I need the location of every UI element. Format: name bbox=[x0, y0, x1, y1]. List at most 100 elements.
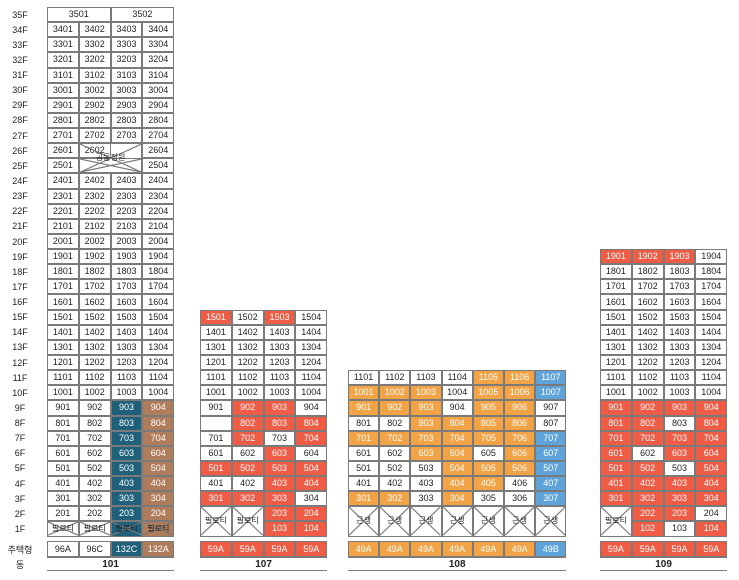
unit-cell: 1301 bbox=[600, 339, 632, 355]
unit-cell: 804 bbox=[295, 415, 328, 431]
unit-cell: 203 bbox=[110, 506, 143, 522]
housing-type-cell: 49A bbox=[441, 541, 473, 557]
unit-cell: 3302 bbox=[78, 37, 111, 53]
unit-cell: 901 bbox=[200, 400, 232, 416]
housing-type-cell: 59A bbox=[695, 541, 728, 557]
floor-label: 1F bbox=[14, 523, 26, 534]
unit-cell: 1201 bbox=[200, 354, 232, 371]
unit-cell: 2902 bbox=[78, 97, 111, 113]
unit-cell: 1105 bbox=[472, 370, 504, 386]
unit-cell: 803 bbox=[663, 415, 696, 431]
unit-cell: 907 bbox=[535, 400, 567, 416]
unit-cell: 1701 bbox=[600, 279, 632, 295]
floor-label: 17F bbox=[12, 281, 28, 292]
unit-cell: 1004 bbox=[142, 385, 175, 401]
unit-cell: 1203 bbox=[263, 354, 296, 371]
cell-label: 필로티 bbox=[115, 523, 138, 533]
unit-cell: 603 bbox=[663, 445, 696, 461]
unit-cell: 906 bbox=[504, 400, 536, 416]
unit-cell: 1901 bbox=[600, 249, 632, 265]
unit-cell: 1604 bbox=[695, 294, 728, 310]
building-number: 107 bbox=[200, 557, 328, 571]
unit-cell: 803 bbox=[110, 415, 143, 431]
floor-label: 18F bbox=[12, 266, 28, 277]
unit-cell: 1803 bbox=[110, 264, 143, 280]
unit-cell: 1902 bbox=[631, 249, 664, 265]
floor-label: 19F bbox=[12, 251, 28, 262]
unit-cell: 1502 bbox=[631, 309, 664, 325]
unit-cell: 301 bbox=[600, 491, 632, 507]
floor-label: 32F bbox=[12, 54, 28, 65]
unit-cell: 1303 bbox=[263, 339, 296, 355]
unit-cell: 1602 bbox=[78, 294, 111, 310]
unit-cell: 2801 bbox=[47, 112, 79, 129]
unit-cell: 502 bbox=[231, 460, 264, 477]
unit-cell: 403 bbox=[263, 476, 296, 492]
floor-label: 14F bbox=[12, 327, 28, 338]
unit-cell: 1402 bbox=[231, 324, 264, 340]
unit-cell: 1202 bbox=[231, 354, 264, 371]
unit-cell: 202 bbox=[78, 506, 111, 522]
unit-cell: 603 bbox=[110, 445, 143, 461]
unit-cell: 502 bbox=[379, 460, 411, 477]
unit-cell: 903 bbox=[263, 400, 296, 416]
unit-cell: 1902 bbox=[78, 249, 111, 265]
pilotis-cell: 필로티 bbox=[110, 521, 143, 537]
unit-cell: 704 bbox=[695, 430, 728, 446]
unit-cell: 1703 bbox=[663, 279, 696, 295]
unit-cell: 3002 bbox=[78, 82, 111, 98]
unit-cell: 405 bbox=[472, 476, 504, 492]
unit-cell: 2404 bbox=[142, 173, 175, 189]
unit-cell: 902 bbox=[78, 400, 111, 416]
unit-cell: 1302 bbox=[231, 339, 264, 355]
unit-cell: 802 bbox=[78, 415, 111, 431]
floor-label: 35F bbox=[12, 9, 28, 20]
unit-cell: 2702 bbox=[78, 128, 111, 144]
unit-cell: 303 bbox=[663, 491, 696, 507]
cell-label: 필로티 bbox=[147, 523, 170, 533]
floor-label: 33F bbox=[12, 39, 28, 50]
unit-cell: 1006 bbox=[504, 385, 536, 401]
unit-cell: 102 bbox=[631, 521, 664, 537]
cell-label: 필로티 bbox=[51, 523, 74, 533]
floor-label: 4F bbox=[14, 478, 26, 489]
unit-cell: 2402 bbox=[78, 173, 111, 189]
unit-cell: 1901 bbox=[47, 249, 79, 265]
unit-cell: 1502 bbox=[231, 309, 264, 325]
unit-cell: 606 bbox=[504, 445, 536, 461]
unit-cell: 202 bbox=[631, 506, 664, 522]
unit-cell: 3201 bbox=[47, 52, 79, 68]
unit-cell: 1504 bbox=[695, 309, 728, 325]
unit-cell: 803 bbox=[410, 415, 442, 431]
unit-cell: 2303 bbox=[110, 188, 143, 204]
cell-label: 필로티 bbox=[236, 516, 259, 526]
floor-label: 31F bbox=[12, 70, 28, 81]
floor-label: 27F bbox=[12, 130, 28, 141]
unit-cell: 804 bbox=[142, 415, 175, 431]
unit-cell: 3304 bbox=[142, 37, 175, 53]
pilotis-cell: 필로티 bbox=[142, 521, 175, 537]
unit-cell: 1203 bbox=[663, 354, 696, 371]
unit-cell: 1802 bbox=[78, 264, 111, 280]
housing-type-cell: 96C bbox=[78, 541, 111, 557]
unit-cell: 801 bbox=[348, 415, 380, 431]
cell-label: 필로티 bbox=[83, 523, 106, 533]
unit-cell: 501 bbox=[600, 460, 632, 477]
cell-label: 필로티 bbox=[204, 516, 227, 526]
unit-cell: 707 bbox=[535, 430, 567, 446]
unit-cell: 1103 bbox=[263, 370, 296, 386]
unit-cell: 904 bbox=[295, 400, 328, 416]
unit-cell: 1002 bbox=[379, 385, 411, 401]
unit-cell: 1103 bbox=[110, 370, 143, 386]
unit-cell: 1003 bbox=[410, 385, 442, 401]
housing-type-label: 주택형 bbox=[7, 544, 33, 555]
unit-cell: 1002 bbox=[78, 385, 111, 401]
floor-label: 21F bbox=[12, 221, 28, 232]
floor-label: 11F bbox=[12, 372, 28, 383]
unit-cell: 504 bbox=[695, 460, 728, 477]
unit-cell: 1302 bbox=[631, 339, 664, 355]
cell-label: 필로티 bbox=[604, 516, 627, 526]
unit-cell: 905 bbox=[472, 400, 504, 416]
unit-cell: 507 bbox=[535, 460, 567, 477]
unit-cell: 604 bbox=[142, 445, 175, 461]
